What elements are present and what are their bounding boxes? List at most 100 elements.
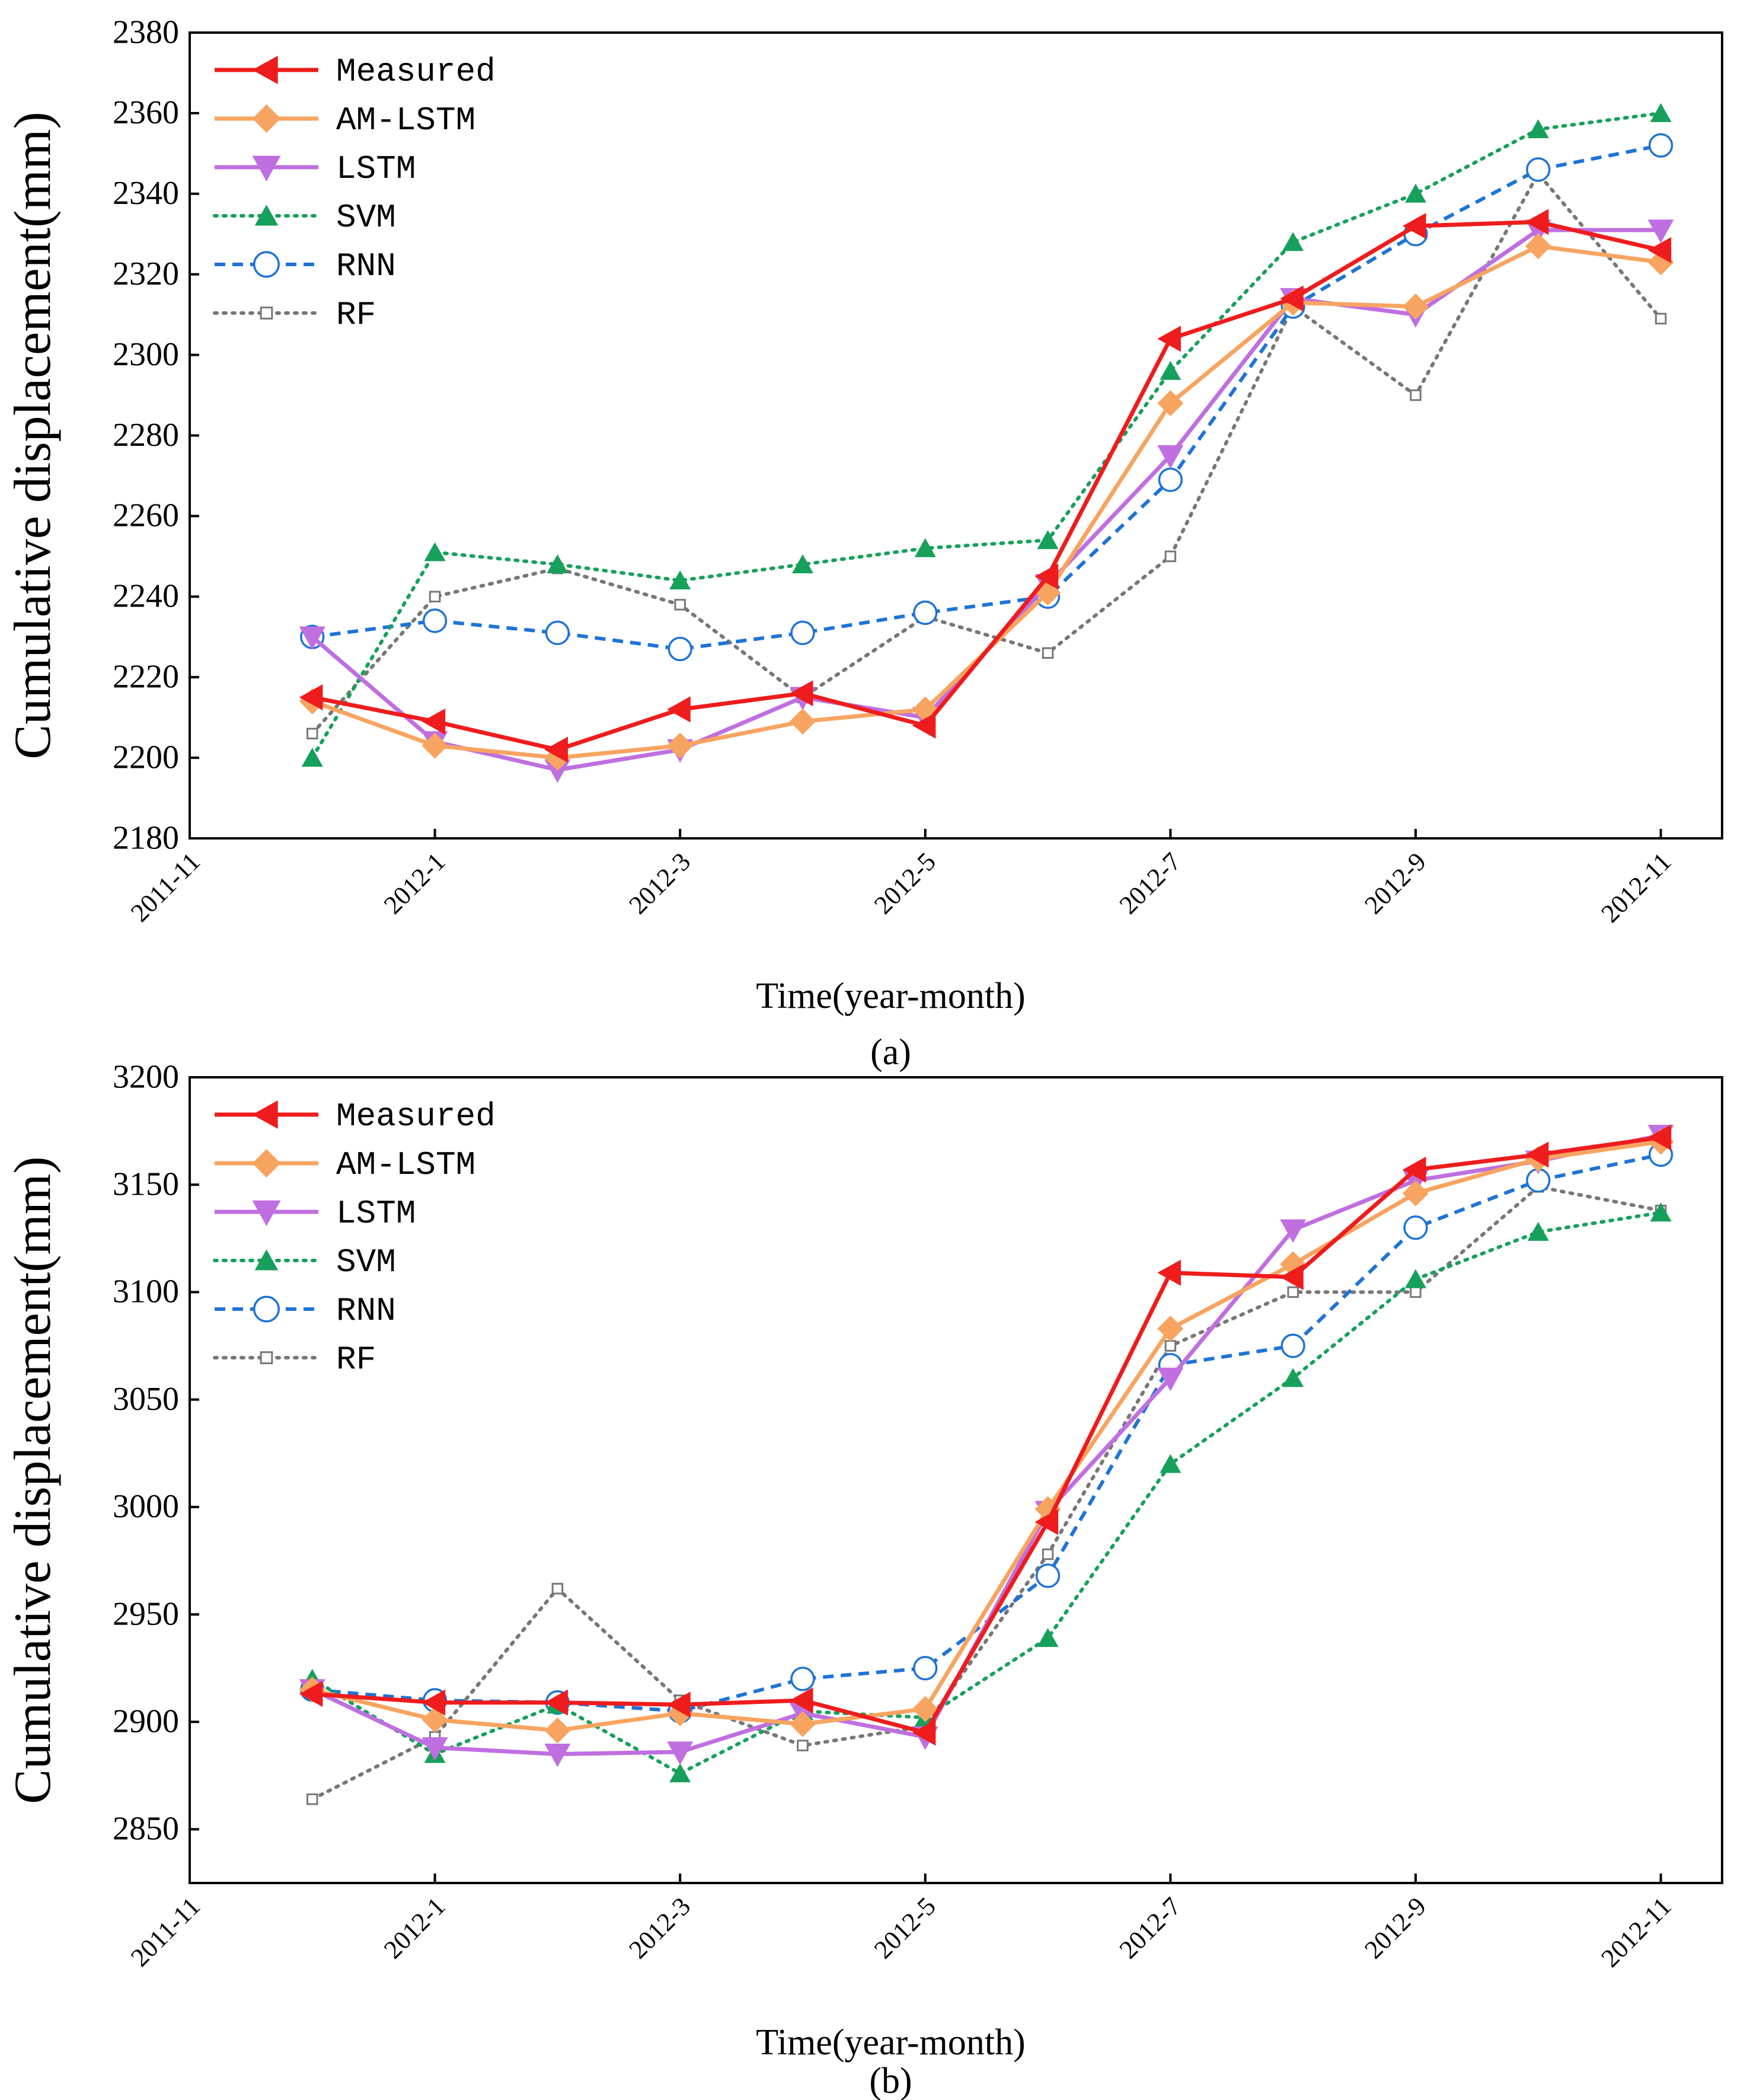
panel-a-legend-svm-marker	[254, 205, 279, 226]
panel-a-svm-point	[669, 570, 691, 590]
panel-b-svm-point	[1405, 1269, 1426, 1288]
panel-a-series-measured	[299, 209, 1672, 763]
panel-b-legend-svm-marker	[254, 1249, 279, 1271]
panel-b-measured-point	[790, 1687, 813, 1713]
panel-a-am-lstm-point	[667, 732, 694, 759]
panel-b-rf-point	[1042, 1548, 1054, 1560]
panel-a-rf-point	[1655, 312, 1667, 325]
panel-a-rnn-point	[790, 620, 815, 646]
panel-b-legend-measured-marker	[252, 1100, 278, 1129]
panel-b-measured-point	[1647, 1124, 1672, 1151]
panel-a-legend-rnn-label: RNN	[336, 247, 396, 285]
panel-b-legend-rnn-label: RNN	[336, 1292, 396, 1330]
panel-b-measured-point	[1034, 1509, 1059, 1536]
panel-a-am-lstm-point	[1403, 293, 1429, 320]
panel-b-svm-point	[1650, 1202, 1672, 1222]
panel-a-legend-svm-label: SVM	[336, 199, 396, 237]
panel-a-rnn-point	[422, 608, 448, 633]
panel-b-series-measured	[299, 1124, 1672, 1746]
panel-b-svm-point	[1037, 1627, 1059, 1647]
panel-a-y-tick-label: 2340	[113, 175, 179, 212]
panel-b-svm-point	[1282, 1368, 1304, 1387]
panel-a-legend: Measured AM-LSTM LSTM SVM RNN RF	[213, 53, 496, 334]
panel-a-svm-point	[1282, 232, 1304, 251]
panel-a-svm-point	[1037, 530, 1059, 550]
panel-a-legend-measured-label: Measured	[336, 53, 496, 91]
panel-b-rf-point	[797, 1740, 809, 1751]
panel-b-rf-point	[306, 1793, 318, 1805]
panel-b-rnn-point	[1280, 1333, 1305, 1358]
panel-a-measured-point	[1280, 285, 1304, 312]
panel-b-y-tick-label: 2900	[113, 1703, 179, 1740]
panel-a-measured-point	[667, 696, 691, 723]
panel-a-legend-lstm-label: LSTM	[336, 150, 416, 188]
panel-a-legend-rf-marker	[260, 307, 273, 320]
panel-a-lstm-point	[1647, 219, 1674, 243]
panel-b-lstm-point	[1157, 1367, 1184, 1392]
panel-a-am-lstm-point	[1157, 390, 1184, 417]
panel-a-lstm-point	[299, 626, 325, 650]
panel-a-measured-point	[1525, 209, 1549, 235]
panel-a-lstm-point	[544, 759, 571, 783]
panel-b-am-lstm-point	[1403, 1180, 1429, 1207]
panel-a-y-tick-label: 2380	[113, 14, 179, 50]
panel-a-measured-line	[312, 219, 1662, 752]
panel-a-y-tick-label: 2360	[113, 94, 179, 131]
panel-b-svm-point	[1160, 1454, 1181, 1473]
panel-a-measured-point	[912, 712, 936, 739]
panel-a-measured-point	[299, 684, 323, 711]
panel-b-measured-point	[1525, 1141, 1549, 1168]
panel-a-rnn-point	[1526, 157, 1551, 182]
panel-b-rf-line	[310, 1185, 1663, 1801]
panel-a-panel-label: (a)	[870, 1032, 911, 1073]
panel-a-svm-point	[1160, 360, 1181, 380]
panel-a-y-tick-label: 2180	[113, 819, 179, 856]
panel-b-y-tick-label: 2950	[113, 1595, 179, 1632]
panel-a-svm-point	[547, 554, 569, 573]
panel-b-y-tick-label: 3150	[113, 1166, 179, 1202]
panel-a-rf-point	[306, 727, 318, 740]
panel-b-legend-svm-label: SVM	[336, 1243, 396, 1281]
panel-b-am-lstm-point	[790, 1710, 816, 1737]
panel-b-panel-label: (b)	[869, 2061, 912, 2100]
panel-a-am-lstm-point	[790, 708, 816, 735]
panel-a-legend-lstm-marker	[252, 155, 281, 181]
panel-a-rf-point	[1410, 389, 1422, 401]
panel-a-measured-point	[1034, 563, 1059, 590]
panel-b-measured-point	[299, 1681, 323, 1708]
panel-a-rf-point	[429, 591, 441, 603]
panel-b-legend-am-lstm-marker	[252, 1149, 281, 1177]
panel-b-rnn-point	[913, 1655, 938, 1681]
panel-a-svm-point	[301, 748, 323, 767]
panel-b-rf-point	[1287, 1286, 1299, 1298]
panel-a-y-tick-label: 2240	[113, 578, 179, 615]
panel-b-am-lstm-point	[544, 1717, 571, 1744]
panel-b-legend-rf-label: RF	[336, 1341, 376, 1378]
panel-a-rnn-point	[667, 636, 692, 662]
panel-b-svm-point	[1527, 1221, 1549, 1241]
panel-b-legend: Measured AM-LSTM LSTM SVM RNN RF	[213, 1097, 496, 1378]
panel-a-measured-point	[790, 680, 813, 707]
panel-a-svm-point	[424, 542, 446, 561]
panel-b-y-tick-label: 3050	[113, 1381, 179, 1418]
panel-a-svm-point	[1405, 183, 1426, 203]
panel-b-legend-lstm-label: LSTM	[336, 1195, 416, 1233]
panel-a-x-axis-label: Time(year-month)	[756, 976, 1026, 1016]
panel-b-x-axis-label: Time(year-month)	[756, 2022, 1026, 2063]
panel-a-rnn-point	[913, 600, 938, 625]
panel-b-rf-point	[1410, 1286, 1422, 1298]
panel-a-rnn-point	[545, 620, 570, 646]
panel-a-rnn-point	[1648, 133, 1673, 158]
panel-b-rnn-point	[1035, 1563, 1061, 1588]
panel-a-y-tick-label: 2200	[113, 739, 179, 775]
panel-b-legend-rf-marker	[260, 1351, 273, 1364]
panel-b-measured-point	[1403, 1156, 1426, 1183]
panel-a-legend-am-lstm-marker	[252, 104, 281, 133]
panel-a-svm-point	[792, 554, 813, 573]
panel-a-rf-line	[310, 171, 1663, 736]
panel-b-lstm-point	[421, 1737, 448, 1761]
panel-b-legend-measured-label: Measured	[336, 1097, 496, 1135]
panel-a-measured-point	[544, 736, 568, 763]
panel-a-rf-point	[1164, 550, 1177, 563]
panel-b-lstm-point	[1280, 1219, 1307, 1243]
